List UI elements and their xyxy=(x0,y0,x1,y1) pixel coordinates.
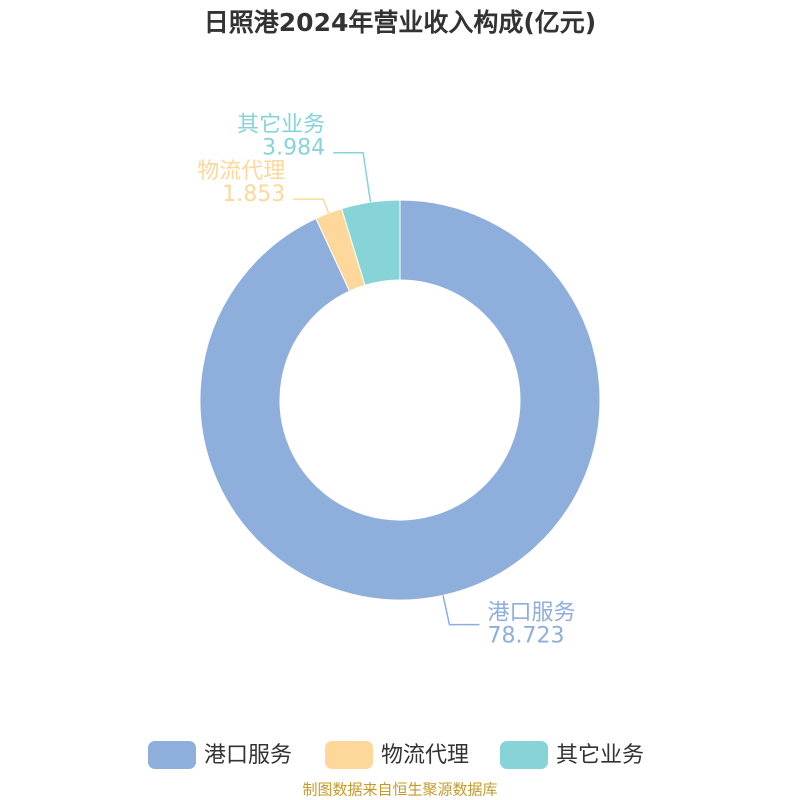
legend-swatch xyxy=(148,741,196,769)
chart-title: 日照港2024年营业收入构成(亿元) xyxy=(204,8,596,37)
legend-label: 其它业务 xyxy=(556,743,644,768)
slice-value: 1.853 xyxy=(222,182,285,207)
slice-label: 其它业务 xyxy=(237,113,325,138)
legend-swatch xyxy=(500,741,548,769)
slice-value: 78.723 xyxy=(487,624,564,649)
source-note: 制图数据来自恒生聚源数据库 xyxy=(302,781,497,799)
legend-label: 港口服务 xyxy=(204,743,292,768)
slice-label: 港口服务 xyxy=(487,601,575,626)
donut-slice xyxy=(341,199,401,286)
donut-slice xyxy=(199,199,601,601)
legend-label: 物流代理 xyxy=(381,743,469,768)
leader-line xyxy=(293,198,330,214)
leader-line xyxy=(333,151,372,203)
leader-line xyxy=(442,595,480,626)
slice-label: 物流代理 xyxy=(197,159,285,184)
legend-swatch xyxy=(325,741,373,769)
slice-value: 3.984 xyxy=(262,136,325,161)
